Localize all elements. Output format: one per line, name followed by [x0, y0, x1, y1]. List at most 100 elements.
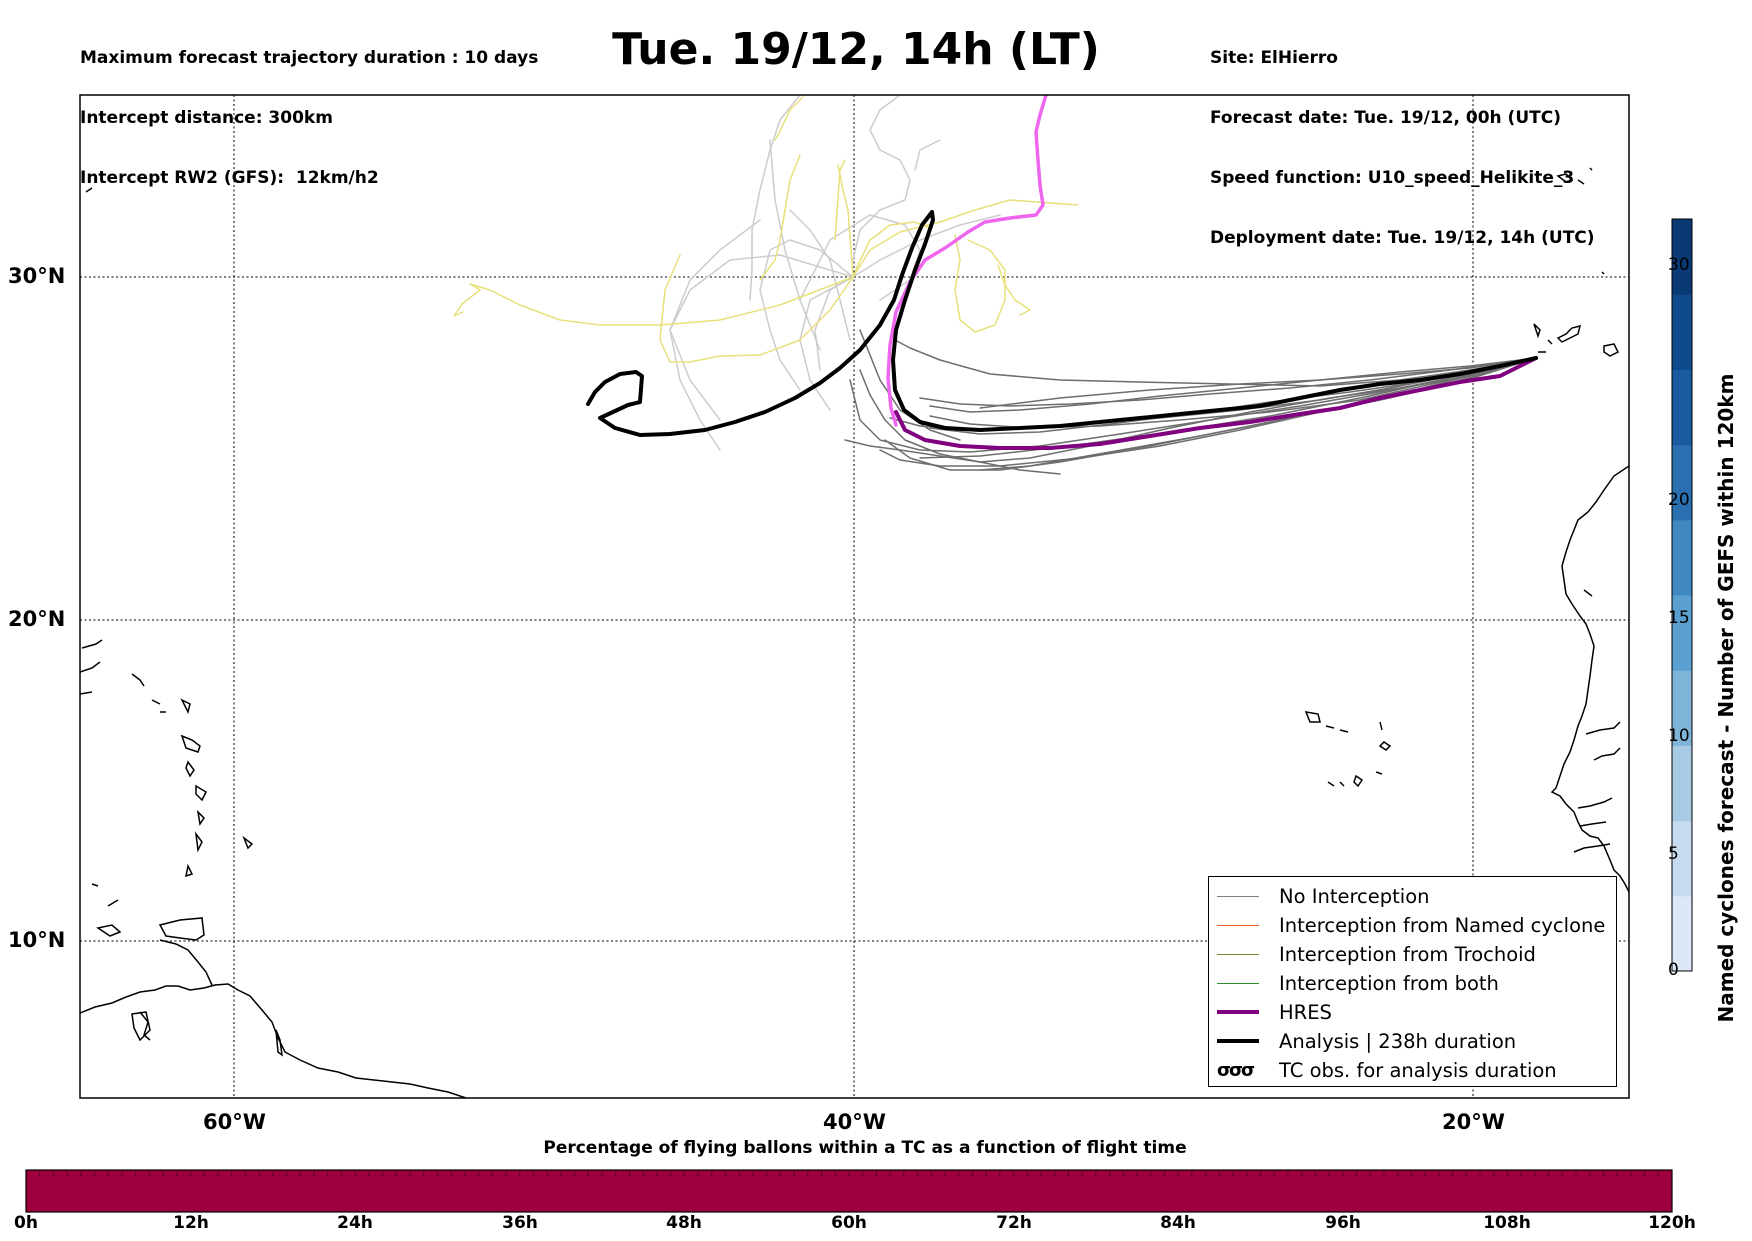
legend-item: Interception from both: [1217, 969, 1499, 997]
ensemble-trajectory: [894, 339, 1537, 387]
ensemble-trajectory: [669, 219, 761, 421]
legend-item: No Interception: [1217, 882, 1430, 910]
ensemble-trajectory: [914, 139, 941, 171]
ensemble-trajectory: [852, 199, 1079, 278]
ensemble-trajectory: [979, 357, 1537, 409]
forecast-branch-trajectory: [886, 95, 1048, 427]
hbar-tick: 36h: [502, 1213, 538, 1233]
legend-label: Interception from both: [1279, 971, 1499, 995]
legend-item: Interception from Named cyclone: [1217, 911, 1605, 939]
flight-time-colorbar: [25, 1169, 1673, 1213]
coastlines: [80, 167, 1629, 1098]
vbar-tick: 0: [1668, 960, 1679, 980]
ensemble-trajectory: [849, 357, 1537, 453]
hbar-tick: 0h: [14, 1213, 38, 1233]
legend-item: Analysis | 238h duration: [1217, 1027, 1516, 1055]
ensemble-trajectory: [789, 209, 851, 341]
hbar-title: Percentage of flying ballons within a TC…: [543, 1138, 1187, 1158]
lat-label-30n: 30°N: [8, 264, 66, 288]
vbar-tick: 15: [1668, 608, 1690, 628]
ensemble-trajectory: [859, 329, 961, 441]
trajectory-layer: [453, 95, 1538, 475]
ensemble-trajectory: [837, 164, 931, 278]
ensemble-trajectory: [759, 239, 854, 391]
vbar-segment: [1672, 369, 1692, 446]
legend-label: Interception from Trochoid: [1279, 942, 1536, 966]
ensemble-trajectory: [814, 276, 854, 371]
vbar-tick: 30: [1668, 255, 1690, 275]
header-left-line: Intercept distance: 300km: [80, 108, 333, 128]
hbar-tick: 120h: [1648, 1213, 1696, 1233]
vbar-title: Named cyclones forecast - Number of GEFS…: [1714, 373, 1738, 1023]
vbar-segment: [1672, 895, 1692, 972]
ensemble-trajectory: [749, 95, 801, 301]
legend-swatch: [1217, 1039, 1259, 1043]
vbar-segment: [1672, 519, 1692, 596]
lon-label-60w: 60°W: [203, 1110, 266, 1134]
header-right-line: Forecast date: Tue. 19/12, 00h (UTC): [1210, 108, 1561, 128]
hbar-tick: 12h: [173, 1213, 209, 1233]
analysis-trajectory: [586, 210, 1538, 437]
plot-frame: [79, 94, 1630, 1099]
hbar-fill: [25, 1169, 1673, 1213]
tc-symbol-icon: σσσ: [1217, 1059, 1255, 1081]
ensemble-trajectory: [834, 159, 846, 241]
vbar-segment: [1672, 294, 1692, 370]
ensemble-trajectory: [659, 254, 854, 363]
header-left-line: Intercept RW2 (GFS): 12km/h2: [80, 168, 379, 188]
ensemble-trajectory: [844, 439, 1061, 475]
vbar-segment: [1672, 820, 1692, 897]
header-right-line: Site: ElHierro: [1210, 48, 1338, 68]
ensemble-trajectory: [852, 214, 1001, 278]
ensemble-trajectory: [453, 276, 854, 326]
hbar-tick: 60h: [831, 1213, 867, 1233]
hbar-tick: 48h: [666, 1213, 702, 1233]
legend-label: TC obs. for analysis duration: [1279, 1058, 1557, 1082]
map-legend: No Interception Interception from Named …: [1208, 876, 1617, 1087]
legend-swatch: [1217, 895, 1259, 897]
vbar-tick: 10: [1668, 726, 1690, 746]
vbar-segment: [1672, 444, 1692, 521]
ensemble-trajectory: [774, 96, 804, 141]
lon-label-40w: 40°W: [823, 1110, 886, 1134]
ensemble-trajectory: [669, 254, 854, 451]
hbar-tick: 72h: [996, 1213, 1032, 1233]
vbar-segment: [1672, 595, 1692, 671]
hbar-tick: 108h: [1483, 1213, 1531, 1233]
vbar-frame: [1671, 218, 1693, 972]
header-left-line: Maximum forecast trajectory duration : 1…: [80, 48, 539, 68]
legend-label: No Interception: [1279, 884, 1430, 908]
ensemble-trajectory: [997, 264, 1031, 316]
header-right: Site: ElHierro Forecast date: Tue. 19/12…: [1210, 8, 1595, 268]
header-left: Maximum forecast trajectory duration : 1…: [80, 8, 538, 208]
ensemble-trajectory: [929, 357, 1537, 429]
legend-item: Interception from Trochoid: [1217, 940, 1536, 968]
legend-swatch: [1217, 1010, 1259, 1014]
map-gridlines: [80, 95, 1629, 1098]
vbar-tick: 20: [1668, 490, 1690, 510]
hbar-tick: 84h: [1160, 1213, 1196, 1233]
hres-trajectory: [894, 356, 1538, 450]
header-right-line: Deployment date: Tue. 19/12, 14h (UTC): [1210, 228, 1595, 248]
legend-swatch: [1217, 924, 1259, 926]
vbar-segment: [1672, 745, 1692, 822]
vbar-segment: [1672, 670, 1692, 746]
hbar-tick: 24h: [337, 1213, 373, 1233]
ensemble-trajectory: [769, 139, 821, 351]
legend-label: HRES: [1279, 1000, 1332, 1024]
lat-label-20n: 20°N: [8, 607, 66, 631]
legend-label: Analysis | 238h duration: [1279, 1029, 1517, 1053]
legend-swatch: [1217, 953, 1259, 955]
legend-item: HRES: [1217, 998, 1332, 1026]
lat-label-10n: 10°N: [8, 928, 66, 952]
lon-label-20w: 20°W: [1442, 1110, 1505, 1134]
ensemble-trajectory: [852, 95, 911, 261]
cyclone-colorbar: [1671, 218, 1693, 972]
map-title: Tue. 19/12, 14h (LT): [612, 24, 1100, 75]
vbar-tick: 5: [1668, 844, 1679, 864]
legend-swatch: [1217, 982, 1259, 984]
ensemble-trajectory: [954, 234, 1006, 333]
hbar-tick: 96h: [1325, 1213, 1361, 1233]
legend-label: Interception from Named cyclone: [1279, 913, 1606, 937]
